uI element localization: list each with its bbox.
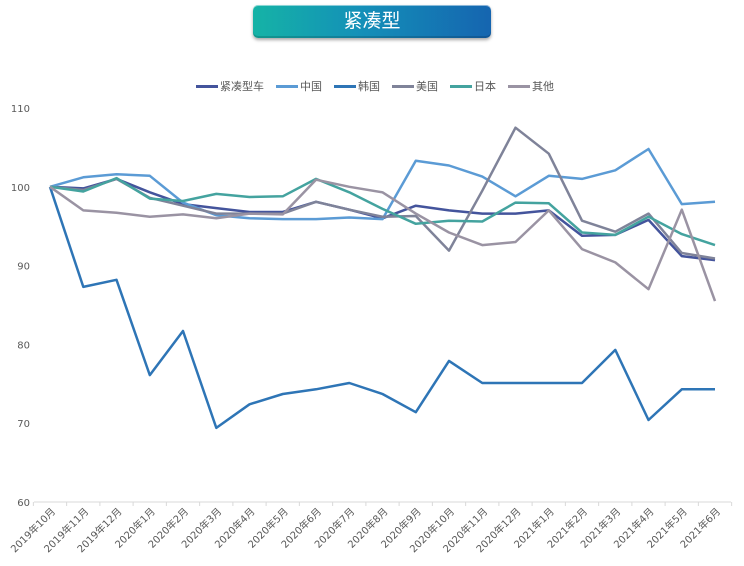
legend-line-swatch-icon (196, 84, 218, 88)
legend-item: 日本 (450, 78, 496, 94)
legend-item: 美国 (392, 78, 438, 94)
y-axis-tick-label: 90 (17, 262, 30, 273)
y-axis-tick-label: 100 (11, 183, 30, 194)
legend-line-swatch-icon (392, 84, 414, 88)
y-axis-tick-label: 60 (17, 498, 30, 509)
series-line (48, 186, 715, 430)
legend-line-swatch-icon (450, 84, 472, 88)
series-line (49, 176, 716, 247)
chart-title: 紧凑型 (343, 10, 401, 32)
legend-item: 其他 (508, 78, 554, 94)
series-line (49, 147, 716, 221)
legend-line-swatch-icon (276, 84, 298, 88)
legend-label: 韩国 (358, 80, 380, 93)
legend-label: 美国 (416, 80, 438, 93)
legend-line-swatch-icon (334, 84, 356, 88)
chart-title-banner: 紧凑型 (253, 5, 491, 38)
series-line (49, 178, 717, 302)
legend-label: 日本 (474, 80, 496, 93)
legend-item: 中国 (276, 78, 322, 94)
legend-label: 其他 (532, 80, 554, 93)
y-axis-tick-label: 110 (11, 104, 30, 115)
chart-legend: 紧凑型车 中国 韩国 美国 日本 其他 (196, 78, 554, 94)
y-axis-tick-label: 80 (17, 340, 30, 351)
legend-item: 韩国 (334, 78, 380, 94)
legend-label: 紧凑型车 (220, 80, 264, 93)
y-axis-tick-label: 70 (17, 419, 30, 430)
legend-line-swatch-icon (508, 84, 530, 88)
legend-label: 中国 (300, 80, 322, 93)
legend-item: 紧凑型车 (196, 78, 264, 94)
